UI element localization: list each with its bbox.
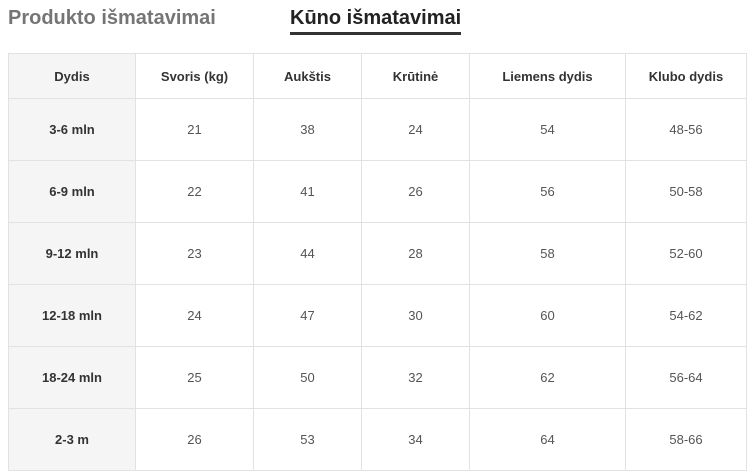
size-cell: 9-12 mln [8,222,136,285]
weight-cell: 24 [135,284,254,347]
measurement-tabs: Produkto išmatavimai Kūno išmatavimai [0,0,753,40]
hip-cell: 56-64 [625,346,747,409]
weight-cell: 23 [135,222,254,285]
waist-cell: 54 [469,98,626,161]
hip-cell: 48-56 [625,98,747,161]
waist-cell: 58 [469,222,626,285]
weight-cell: 26 [135,408,254,471]
weight-cell: 22 [135,160,254,223]
waist-cell: 64 [469,408,626,471]
table-row: 6-9 mln 22 41 26 56 50-58 [8,160,747,223]
height-cell: 44 [253,222,362,285]
column-header-weight: Svoris (kg) [135,53,254,99]
chest-cell: 24 [361,98,470,161]
hip-cell: 54-62 [625,284,747,347]
column-header-chest: Krūtinė [361,53,470,99]
column-header-size: Dydis [8,53,136,99]
waist-cell: 62 [469,346,626,409]
chest-cell: 28 [361,222,470,285]
waist-cell: 56 [469,160,626,223]
chest-cell: 30 [361,284,470,347]
chest-cell: 26 [361,160,470,223]
tab-product-measurements[interactable]: Produkto išmatavimai [8,7,216,29]
table-header-row: Dydis Svoris (kg) Aukštis Krūtinė Liemen… [8,53,747,99]
size-cell: 3-6 mln [8,98,136,161]
hip-cell: 52-60 [625,222,747,285]
column-header-hip: Klubo dydis [625,53,747,99]
table-row: 18-24 mln 25 50 32 62 56-64 [8,346,747,409]
table-row: 9-12 mln 23 44 28 58 52-60 [8,222,747,285]
hip-cell: 58-66 [625,408,747,471]
size-cell: 6-9 mln [8,160,136,223]
size-cell: 18-24 mln [8,346,136,409]
weight-cell: 25 [135,346,254,409]
waist-cell: 60 [469,284,626,347]
height-cell: 50 [253,346,362,409]
column-header-height: Aukštis [253,53,362,99]
weight-cell: 21 [135,98,254,161]
height-cell: 38 [253,98,362,161]
size-table: Dydis Svoris (kg) Aukštis Krūtinė Liemen… [8,53,747,471]
chest-cell: 34 [361,408,470,471]
height-cell: 53 [253,408,362,471]
tab-body-measurements[interactable]: Kūno išmatavimai [290,6,462,35]
size-table-container: Dydis Svoris (kg) Aukštis Krūtinė Liemen… [8,53,747,471]
table-row: 3-6 mln 21 38 24 54 48-56 [8,98,747,161]
chest-cell: 32 [361,346,470,409]
table-row: 12-18 mln 24 47 30 60 54-62 [8,284,747,347]
height-cell: 41 [253,160,362,223]
hip-cell: 50-58 [625,160,747,223]
height-cell: 47 [253,284,362,347]
size-cell: 2-3 m [8,408,136,471]
size-cell: 12-18 mln [8,284,136,347]
column-header-waist: Liemens dydis [469,53,626,99]
table-row: 2-3 m 26 53 34 64 58-66 [8,408,747,471]
